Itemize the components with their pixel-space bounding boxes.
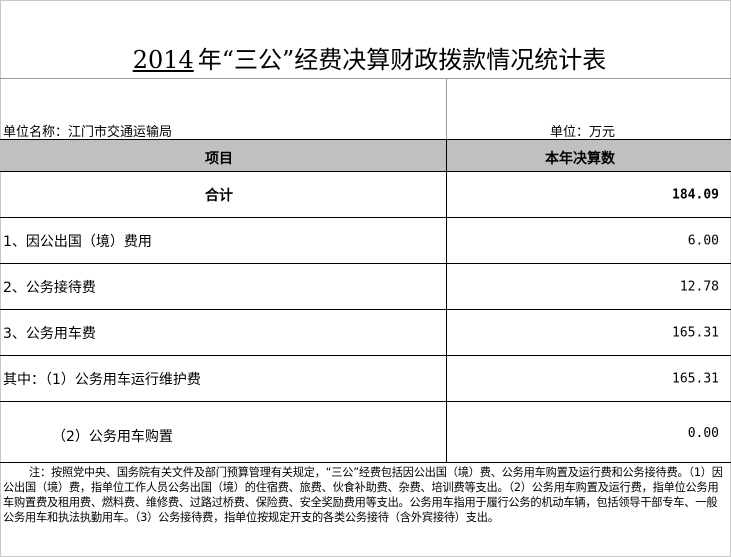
- divider: [0, 78, 731, 79]
- footnote: 注：按照党中央、国务院有关文件及部门预算管理有关规定，“三公”经费包括因公出国（…: [3, 466, 723, 524]
- table-row: 1、因公出国（境）费用 6.00: [0, 218, 731, 264]
- table-row: 其中：（1）公务用车运行维护费 165.31: [0, 356, 731, 402]
- page-title: 2014 年“三公”经费决算财政拨款情况统计表: [0, 40, 731, 75]
- row-value: 6.00: [687, 233, 719, 248]
- unit-name: 单位名称：江门市交通运输局: [3, 125, 173, 140]
- table-row: 3、公务用车费 165.31: [0, 310, 731, 356]
- row-value: 165.31: [672, 325, 719, 340]
- row-label: 合计: [205, 187, 233, 204]
- row-value: 12.78: [679, 279, 719, 294]
- column-divider: [446, 139, 447, 463]
- row-value: 165.31: [672, 371, 719, 386]
- divider: [446, 78, 447, 139]
- column-header-item: 项目: [205, 151, 233, 167]
- column-header-amount: 本年决算数: [545, 151, 615, 167]
- title-year: 2014: [132, 46, 194, 74]
- row-label: 其中：（1）公务用车运行维护费: [3, 371, 201, 388]
- row-label: 2、公务接待费: [3, 279, 96, 296]
- table-header: 项目 本年决算数: [0, 139, 731, 172]
- table-row-total: 合计 184.09: [0, 172, 731, 218]
- row-label: 1、因公出国（境）费用: [3, 233, 152, 250]
- row-value: 0.00: [687, 426, 719, 441]
- row-value: 184.09: [672, 187, 719, 202]
- table-row: 2、公务接待费 12.78: [0, 264, 731, 310]
- table-row: （2）公务用车购置 0.00: [0, 402, 731, 463]
- row-label: 3、公务用车费: [3, 325, 96, 342]
- title-text: 年“三公”经费决算财政拨款情况统计表: [197, 46, 607, 74]
- unit-label: 单位：万元: [550, 125, 616, 140]
- row-label: （2）公务用车购置: [52, 429, 173, 445]
